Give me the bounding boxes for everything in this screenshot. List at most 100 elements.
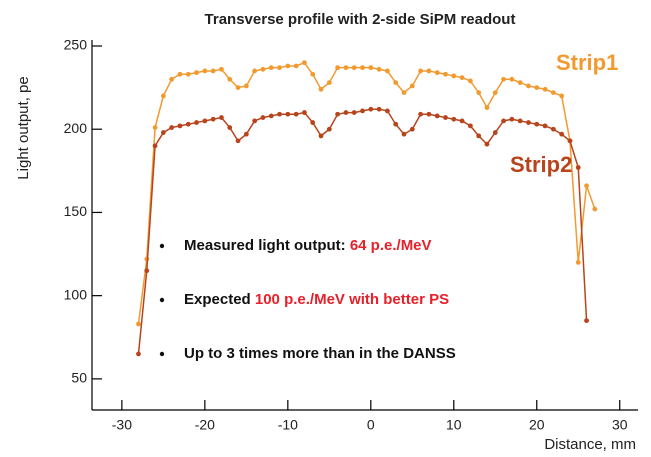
data-point bbox=[243, 83, 249, 89]
x-tick-label: -10 bbox=[278, 417, 298, 433]
data-point bbox=[476, 133, 482, 139]
data-point bbox=[509, 76, 515, 82]
y-axis-label: Light output, pe bbox=[15, 76, 32, 179]
data-point bbox=[235, 85, 241, 91]
x-tick-label: 20 bbox=[529, 417, 545, 433]
data-point bbox=[401, 131, 407, 137]
data-point bbox=[219, 66, 224, 72]
x-tick-label: -20 bbox=[195, 417, 215, 433]
data-point bbox=[169, 76, 175, 82]
data-point bbox=[418, 111, 423, 117]
data-point bbox=[326, 80, 332, 86]
data-point bbox=[194, 120, 199, 125]
data-point bbox=[227, 76, 233, 82]
x-tick-label: -30 bbox=[112, 417, 132, 433]
annotation-part: Expected bbox=[184, 291, 255, 308]
data-point bbox=[501, 76, 506, 82]
data-point bbox=[310, 120, 316, 125]
data-point bbox=[443, 115, 448, 120]
data-point bbox=[144, 268, 150, 274]
x-tick-label: 0 bbox=[367, 417, 375, 433]
data-point bbox=[509, 116, 515, 122]
data-point bbox=[409, 126, 415, 132]
data-point bbox=[219, 115, 224, 120]
data-point bbox=[227, 125, 233, 130]
data-point bbox=[185, 121, 191, 127]
data-point bbox=[492, 90, 498, 95]
data-point bbox=[550, 126, 556, 132]
data-point bbox=[451, 73, 457, 79]
data-point bbox=[567, 138, 573, 144]
series-line bbox=[137, 61, 596, 325]
y-tick-label: 50 bbox=[71, 370, 87, 386]
data-point bbox=[185, 71, 191, 77]
data-point bbox=[326, 126, 332, 132]
data-point bbox=[501, 118, 506, 124]
data-point bbox=[393, 121, 399, 127]
data-point bbox=[476, 90, 482, 95]
bullet bbox=[159, 243, 165, 249]
data-point bbox=[443, 71, 448, 77]
y-tick-label: 100 bbox=[64, 286, 88, 302]
annotation: Measured light output: 64 p.e./MeV bbox=[184, 237, 432, 254]
annotation: Expected 100 p.e./MeV with better PS bbox=[184, 291, 449, 308]
y-tick-label: 200 bbox=[64, 120, 88, 136]
data-point bbox=[368, 65, 374, 71]
x-axis-label: Distance, mm bbox=[544, 436, 636, 453]
data-point bbox=[277, 111, 282, 117]
data-point bbox=[302, 60, 307, 66]
legend-label: Strip2 bbox=[510, 152, 572, 177]
data-point bbox=[401, 90, 407, 95]
data-point bbox=[252, 118, 258, 124]
data-point bbox=[136, 351, 141, 357]
data-point bbox=[559, 131, 565, 137]
legend-label: Strip1 bbox=[556, 50, 618, 75]
data-point bbox=[293, 111, 299, 117]
data-point bbox=[202, 118, 208, 124]
data-point bbox=[575, 165, 581, 170]
data-point bbox=[451, 116, 457, 122]
bullet bbox=[159, 297, 165, 303]
data-point bbox=[385, 108, 390, 114]
data-point bbox=[484, 105, 490, 110]
data-point bbox=[268, 113, 274, 119]
y-tick-label: 150 bbox=[64, 203, 88, 219]
data-point bbox=[559, 93, 565, 99]
data-point bbox=[426, 68, 432, 74]
data-point bbox=[351, 65, 357, 71]
data-point bbox=[152, 143, 158, 149]
data-point bbox=[160, 93, 166, 99]
data-point bbox=[152, 125, 158, 130]
data-point bbox=[210, 68, 216, 74]
data-point bbox=[542, 86, 548, 92]
data-point bbox=[517, 80, 523, 86]
data-point bbox=[360, 65, 365, 71]
data-point bbox=[526, 83, 531, 89]
data-point bbox=[202, 68, 208, 74]
series-line bbox=[137, 108, 588, 354]
data-point bbox=[318, 133, 324, 139]
data-point bbox=[351, 110, 357, 115]
data-point bbox=[534, 85, 540, 91]
data-point bbox=[177, 71, 183, 77]
data-point bbox=[385, 68, 390, 74]
data-point bbox=[467, 123, 473, 129]
data-point bbox=[492, 130, 498, 135]
data-point bbox=[592, 206, 598, 212]
data-point bbox=[194, 70, 199, 76]
data-point bbox=[526, 120, 531, 125]
chart-title: Transverse profile with 2-side SiPM read… bbox=[205, 11, 516, 28]
data-point bbox=[534, 121, 540, 127]
data-point bbox=[517, 118, 523, 124]
data-point bbox=[136, 321, 141, 327]
annotation-part: Measured light output: bbox=[184, 237, 350, 254]
data-point bbox=[484, 141, 490, 147]
data-point bbox=[360, 108, 365, 114]
bullet bbox=[159, 351, 165, 357]
annotation-part: Up to 3 times more than in the DANSS bbox=[184, 345, 456, 362]
data-point bbox=[467, 78, 473, 84]
data-point bbox=[169, 125, 175, 130]
data-point bbox=[550, 90, 556, 95]
annotation: Up to 3 times more than in the DANSS bbox=[184, 345, 456, 362]
data-point bbox=[434, 113, 440, 119]
